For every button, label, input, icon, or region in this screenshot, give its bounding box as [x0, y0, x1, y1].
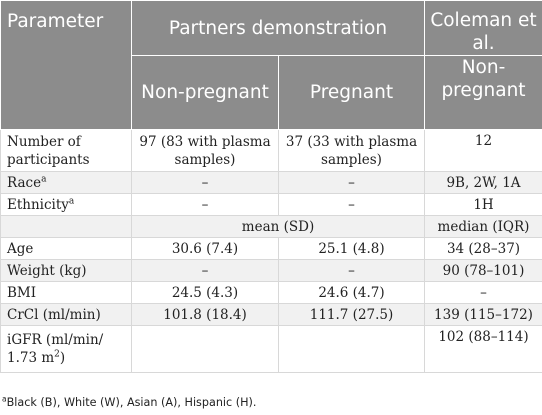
cell-race-non-pregnant: – — [131, 171, 279, 194]
header-non-pregnant: Non-pregnant — [131, 55, 279, 130]
cell-ethnicity-non-pregnant: – — [131, 193, 279, 216]
cell-crcl-non-pregnant: 101.8 (18.4) — [131, 303, 279, 326]
cell-crcl-pregnant: 111.7 (27.5) — [278, 303, 425, 326]
table-row: Ethnicitya – – 1H — [0, 193, 542, 216]
table-row: BMI 24.5 (4.3) 24.6 (4.7) – — [0, 281, 542, 304]
row-label-crcl: CrCl (ml/min) — [0, 303, 132, 326]
table-row: iGFR (ml/min/ 1.73 m2) 102 (88–114) — [0, 325, 542, 373]
header-parameter: Parameter — [0, 0, 132, 130]
cell-bmi-non-pregnant: 24.5 (4.3) — [131, 281, 279, 304]
header-coleman: Coleman et al. — [424, 0, 542, 56]
cell-weight-coleman: 90 (78–101) — [424, 259, 542, 282]
cell-participants-non-pregnant: 97 (83 with plasma samples) — [131, 129, 279, 172]
header-pregnant: Pregnant — [278, 55, 425, 130]
row-label-participants: Number of participants — [0, 129, 132, 172]
table-row: mean (SD) median (IQR) — [0, 215, 542, 238]
cell-crcl-coleman: 139 (115–172) — [424, 303, 542, 326]
row-label-bmi: BMI — [0, 281, 132, 304]
footnote-marker: a — [2, 394, 7, 404]
cell-stat-type-partners: mean (SD) — [131, 215, 425, 238]
cell-bmi-coleman: – — [424, 281, 542, 304]
cell-age-non-pregnant: 30.6 (7.4) — [131, 237, 279, 260]
cell-participants-coleman: 12 — [424, 129, 542, 172]
cell-igfr-non-pregnant — [131, 325, 279, 373]
cell-igfr-coleman: 102 (88–114) — [424, 325, 542, 373]
table-row: Weight (kg) – – 90 (78–101) — [0, 259, 542, 282]
cell-bmi-pregnant: 24.6 (4.7) — [278, 281, 425, 304]
row-label-stat-type — [0, 215, 132, 238]
cell-ethnicity-coleman: 1H — [424, 193, 542, 216]
row-label-race: Racea — [0, 171, 132, 194]
cell-race-pregnant: – — [278, 171, 425, 194]
header-coleman-non-pregnant: Non-pregnant — [424, 55, 542, 130]
cell-weight-pregnant: – — [278, 259, 425, 282]
cell-weight-non-pregnant: – — [131, 259, 279, 282]
row-label-age: Age — [0, 237, 132, 260]
cell-stat-type-coleman: median (IQR) — [424, 215, 542, 238]
cell-participants-pregnant: 37 (33 with plasma samples) — [278, 129, 425, 172]
table-row: CrCl (ml/min) 101.8 (18.4) 111.7 (27.5) … — [0, 303, 542, 326]
table-row: Number of participants 97 (83 with plasm… — [0, 129, 542, 172]
footnote-marker: a — [68, 196, 75, 206]
row-label-igfr: iGFR (ml/min/ 1.73 m2) — [0, 325, 132, 373]
cell-age-pregnant: 25.1 (4.8) — [278, 237, 425, 260]
row-label-weight: Weight (kg) — [0, 259, 132, 282]
table-row: Age 30.6 (7.4) 25.1 (4.8) 34 (28–37) — [0, 237, 542, 260]
data-table: Parameter Partners demonstration Coleman… — [0, 0, 542, 373]
footnote-marker: a — [41, 174, 47, 184]
row-label-ethnicity: Ethnicitya — [0, 193, 132, 216]
table-footnote: aBlack (B), White (W), Asian (A), Hispan… — [2, 394, 257, 409]
cell-igfr-pregnant — [278, 325, 425, 373]
header-partners-demonstration: Partners demonstration — [131, 0, 425, 56]
cell-ethnicity-pregnant: – — [278, 193, 425, 216]
cell-age-coleman: 34 (28–37) — [424, 237, 542, 260]
cell-race-coleman: 9B, 2W, 1A — [424, 171, 542, 194]
table-row: Racea – – 9B, 2W, 1A — [0, 171, 542, 194]
